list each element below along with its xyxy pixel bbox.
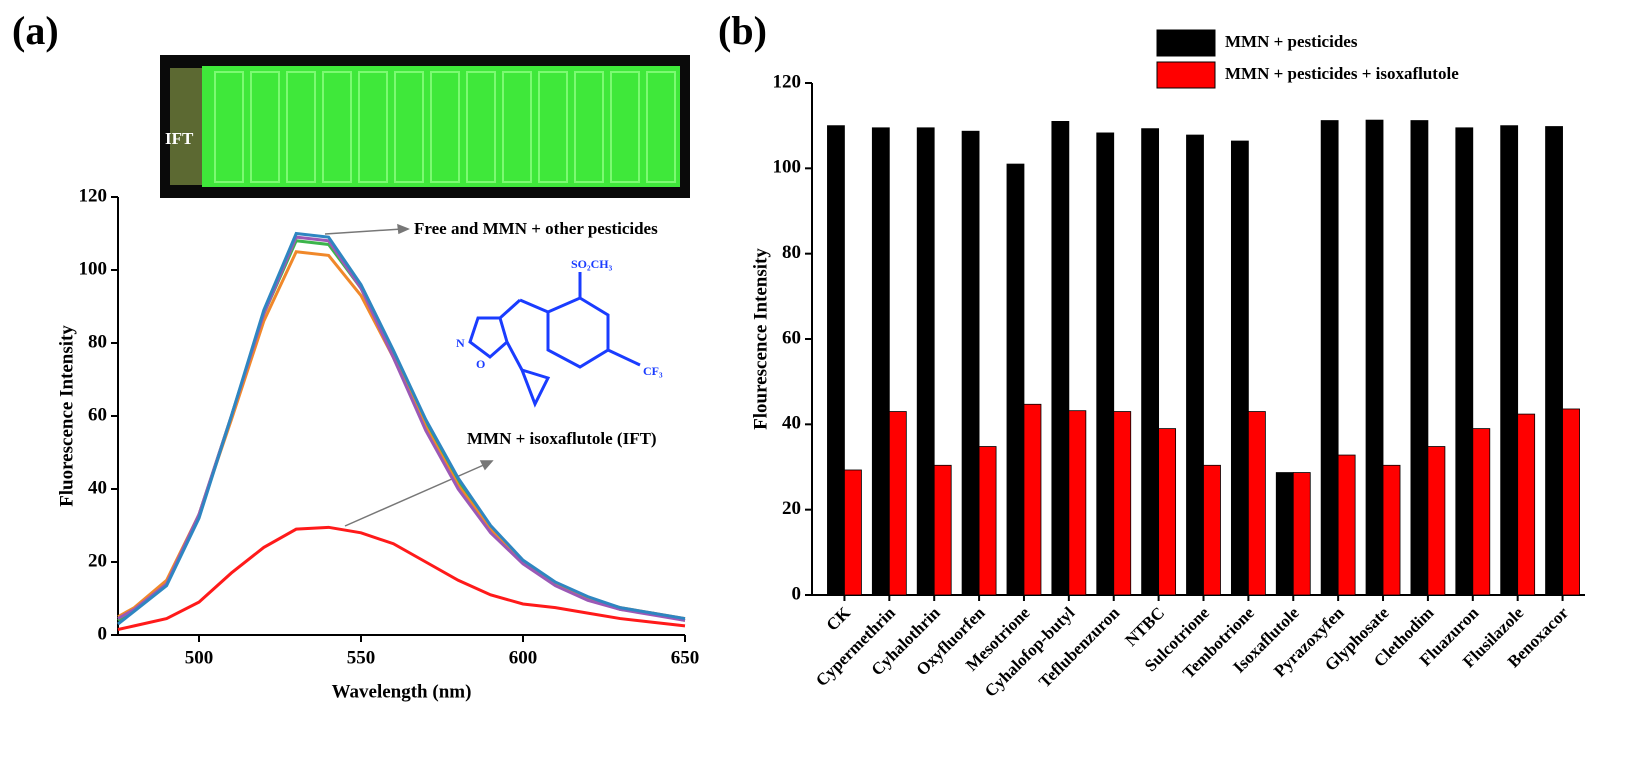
photo: IFT — [160, 55, 690, 198]
spectrum-line — [117, 525, 686, 631]
x-tick-label: Teflubenzuron — [1035, 603, 1124, 692]
x-tick-label: 600 — [509, 647, 538, 668]
photo-label: IFT — [165, 129, 194, 148]
structure-label: N — [456, 336, 465, 350]
x-axis-label: Wavelength (nm) — [332, 681, 472, 702]
x-tick-label: 500 — [185, 647, 214, 668]
bar — [933, 464, 952, 596]
structure-label: CF₃ — [643, 364, 663, 378]
bar — [1455, 127, 1474, 596]
bar — [1247, 411, 1266, 596]
y-tick-label: 20 — [88, 550, 107, 571]
bar — [844, 469, 862, 596]
bar — [1203, 464, 1221, 596]
bar — [888, 411, 907, 596]
bar — [961, 130, 980, 596]
bar — [1023, 403, 1042, 596]
bar — [1365, 119, 1384, 596]
bar — [1517, 413, 1536, 596]
bar — [1113, 411, 1132, 596]
legend-label: MMN + pesticides + isoxaflutole — [1225, 64, 1459, 83]
bar — [827, 125, 845, 596]
annotation: MMN + isoxaflutole (IFT) — [467, 429, 657, 448]
bar — [1562, 408, 1580, 596]
panel-label: (a) — [12, 8, 59, 53]
y-tick-label: 100 — [773, 157, 802, 178]
panel-label: (b) — [718, 8, 767, 53]
bar — [1410, 120, 1429, 596]
y-tick-label: 0 — [792, 583, 802, 604]
y-tick-label: 60 — [782, 327, 801, 348]
bar — [1337, 454, 1356, 596]
y-tick-label: 20 — [782, 498, 801, 519]
y-axis-label: Fluorescence Intensity — [56, 325, 77, 507]
bar — [1382, 464, 1401, 596]
bar — [1545, 126, 1563, 596]
bar — [1051, 121, 1070, 596]
x-tick-label: 550 — [347, 647, 376, 668]
bar — [1006, 163, 1025, 596]
structure-label: O — [476, 357, 485, 371]
legend-swatch — [1156, 61, 1216, 89]
bar — [1472, 428, 1491, 596]
x-tick-label: CK — [823, 603, 855, 635]
bar — [1500, 125, 1519, 596]
bar — [916, 127, 935, 596]
y-axis-label: Flourescence Intensity — [750, 248, 771, 430]
bar — [1292, 472, 1311, 596]
bar — [1158, 428, 1177, 596]
bar — [1320, 120, 1339, 596]
legend-swatch — [1156, 29, 1216, 57]
y-tick-label: 40 — [782, 413, 801, 434]
bar — [871, 127, 890, 596]
bar — [1068, 410, 1087, 596]
structure-label: SO₂CH₃ — [571, 257, 613, 271]
y-tick-label: 80 — [782, 242, 801, 263]
bar — [1230, 140, 1249, 596]
y-tick-label: 120 — [773, 71, 802, 92]
bar — [1427, 446, 1446, 596]
bar — [978, 446, 997, 596]
bar — [1275, 472, 1294, 596]
y-tick-label: 0 — [98, 623, 108, 644]
y-tick-label: 100 — [79, 258, 108, 279]
y-tick-label: 120 — [79, 185, 108, 206]
x-tick-label: 650 — [671, 647, 700, 668]
annotation: Free and MMN + other pesticides — [414, 219, 658, 238]
y-tick-label: 60 — [88, 404, 107, 425]
bar — [1186, 134, 1204, 596]
legend-label: MMN + pesticides — [1225, 32, 1358, 51]
annotation-arrow — [324, 223, 494, 527]
spectrum-line — [117, 231, 686, 626]
y-tick-label: 40 — [88, 477, 107, 498]
structure — [468, 272, 641, 408]
bar — [1141, 128, 1160, 596]
bar — [1096, 132, 1115, 596]
y-tick-label: 80 — [88, 331, 107, 352]
